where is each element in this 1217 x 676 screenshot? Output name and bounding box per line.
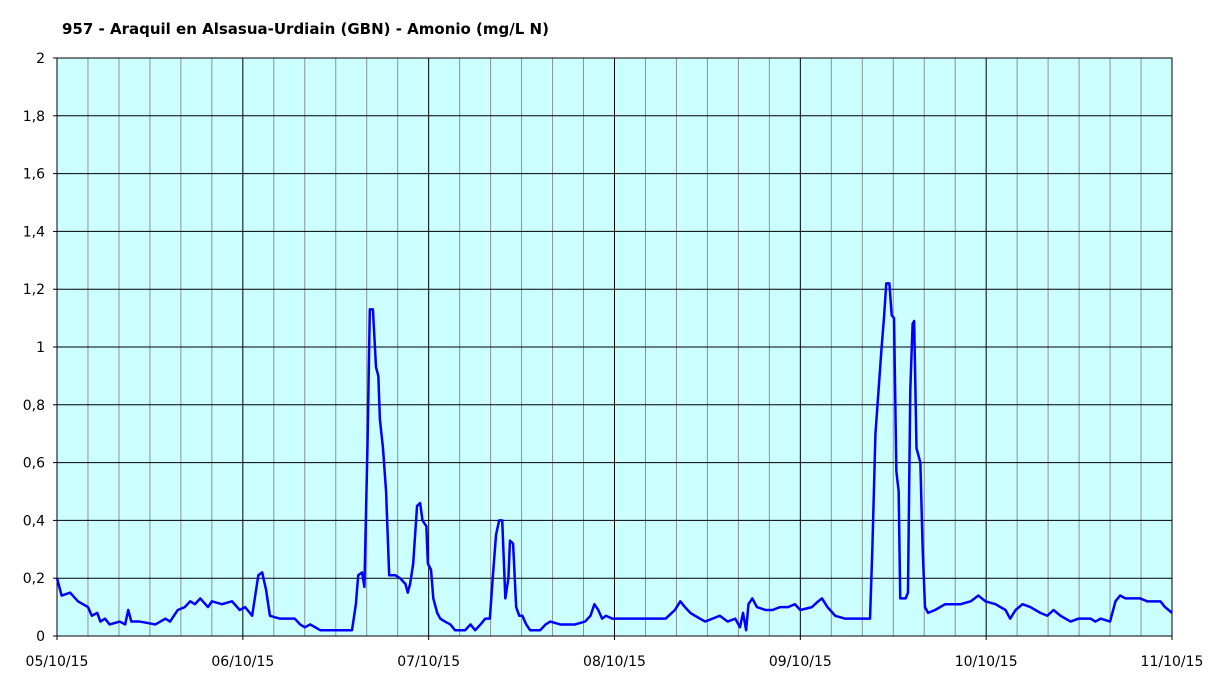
x-tick-label: 06/10/15: [211, 654, 274, 670]
y-tick-label: 1,2: [23, 282, 45, 298]
x-tick-label: 11/10/15: [1141, 654, 1204, 670]
x-tick-label: 07/10/15: [397, 654, 460, 670]
y-tick-label: 0,6: [23, 456, 45, 472]
x-tick-label: 08/10/15: [583, 654, 646, 670]
data-line: [55, 282, 1173, 632]
y-tick-label: 0,4: [23, 513, 45, 529]
y-tick-label: 0,8: [23, 398, 45, 414]
y-tick-label: 0,2: [23, 571, 45, 587]
x-tick-label: 05/10/15: [26, 654, 89, 670]
x-tick-label: 10/10/15: [955, 654, 1018, 670]
plot-frame: [56, 57, 1173, 637]
y-tick-label: 1,6: [23, 167, 45, 183]
chart-title: 957 - Araquil en Alsasua-Urdiain (GBN) -…: [62, 20, 549, 38]
y-tick-label: 0: [36, 629, 45, 645]
y-tick-label: 1,4: [23, 224, 45, 240]
y-tick-label: 1,8: [23, 109, 45, 125]
y-tick-label: 2: [36, 51, 45, 67]
y-tick-label: 1: [36, 340, 45, 356]
x-tick-label: 09/10/15: [769, 654, 832, 670]
